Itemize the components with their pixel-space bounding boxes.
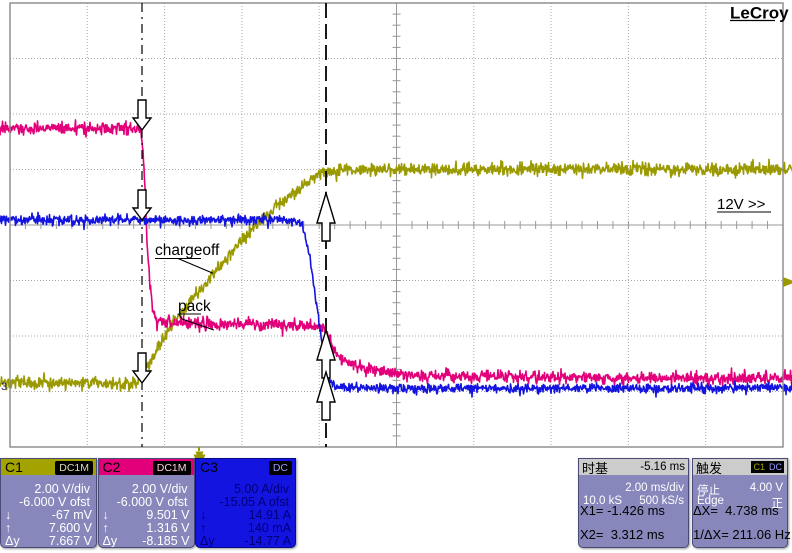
svg-text:LeCroy: LeCroy	[730, 4, 789, 23]
svg-text:3: 3	[1, 381, 7, 393]
svg-text:pack: pack	[178, 298, 211, 315]
svg-text:12V >>: 12V >>	[717, 196, 766, 213]
svg-text:chargeoff: chargeoff	[155, 242, 220, 259]
